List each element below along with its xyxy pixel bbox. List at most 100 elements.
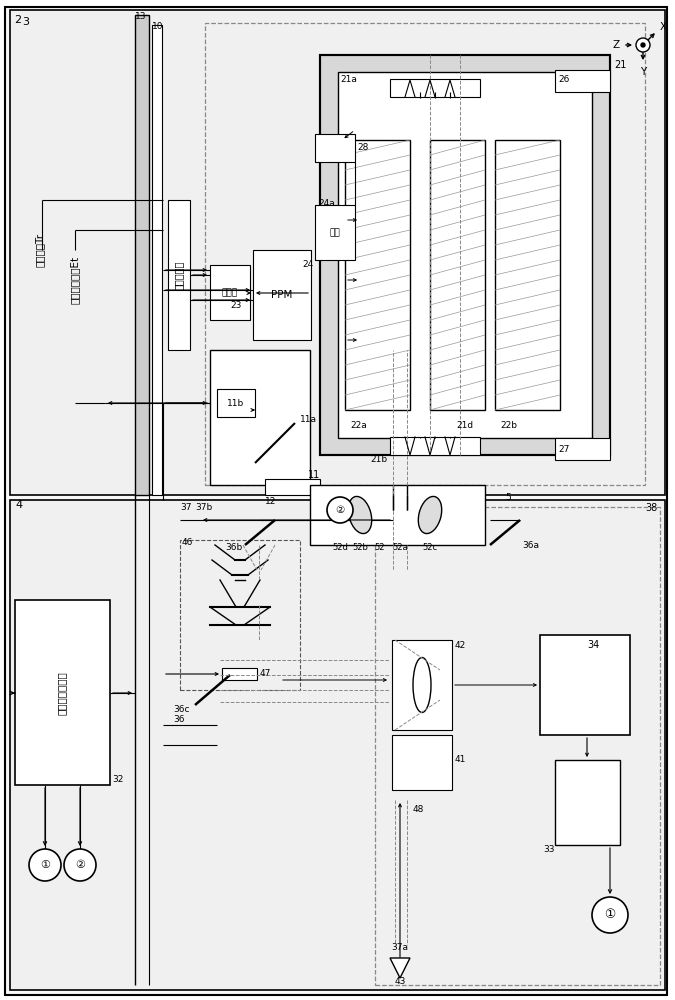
Text: 充电器: 充电器 [222,288,238,298]
Text: 22a: 22a [350,420,367,430]
Text: 33: 33 [543,845,555,854]
Bar [392,640,452,730]
Text: 2: 2 [14,15,21,25]
Bar [168,200,190,350]
Text: ①: ① [604,908,616,922]
Circle shape [29,849,61,881]
Text: PPM: PPM [271,290,293,300]
Text: 21: 21 [614,60,626,70]
Ellipse shape [418,496,441,534]
Text: 42: 42 [455,641,466,650]
Bar [555,70,610,92]
Text: 52d: 52d [332,544,348,552]
Text: 27: 27 [558,444,570,454]
Text: 発光触発Tr: 発光触発Tr [35,233,45,267]
Circle shape [327,497,353,523]
Bar [10,10,665,495]
Text: 21a: 21a [340,75,357,84]
Text: 37a: 37a [392,944,408,952]
Text: 37b: 37b [195,504,212,512]
Bar [222,668,257,680]
Text: 28: 28 [357,143,369,152]
Text: 52a: 52a [392,544,408,552]
Bar [315,205,355,260]
Bar [253,250,311,340]
Bar [495,140,560,410]
Bar [310,485,485,545]
Circle shape [636,38,650,52]
Circle shape [641,43,645,47]
Bar [390,79,480,97]
Bar [210,265,250,320]
Bar [345,140,410,410]
Text: 12: 12 [265,497,276,506]
Text: ①: ① [40,860,50,870]
Text: 52: 52 [375,544,385,552]
Text: 10: 10 [152,22,163,31]
Text: 22b: 22b [500,420,517,430]
Text: 38: 38 [646,503,658,513]
Text: 41: 41 [455,756,466,764]
Text: 11b: 11b [227,398,244,408]
Text: 5: 5 [505,493,511,502]
Text: 34: 34 [588,640,600,650]
Bar [555,760,620,845]
Text: 21b: 21b [370,456,387,464]
Text: 24a: 24a [318,198,335,208]
Text: 4: 4 [15,500,22,510]
Text: 11: 11 [308,470,320,480]
Ellipse shape [348,496,372,534]
Bar [180,540,300,690]
Text: 13: 13 [135,12,146,21]
Bar [217,389,255,417]
Bar [320,55,610,455]
Text: 32: 32 [112,776,124,784]
Text: 46: 46 [182,538,193,547]
Text: 开关: 开关 [329,229,340,237]
Text: ②: ② [75,860,85,870]
Bar [135,15,149,495]
Polygon shape [390,958,410,978]
Text: 37: 37 [180,504,192,512]
Text: 36: 36 [173,716,185,724]
Text: X: X [660,22,667,32]
Text: 11a: 11a [300,416,317,424]
Bar [540,635,630,735]
Text: Z: Z [613,40,620,50]
Text: 21d: 21d [456,420,474,430]
Text: 52b: 52b [352,544,368,552]
Bar [320,55,610,455]
Text: 52c: 52c [423,544,437,552]
Bar [338,72,592,438]
Text: 23: 23 [231,300,242,310]
Circle shape [592,897,628,933]
Bar [15,600,110,785]
Text: 36a: 36a [522,540,539,550]
Bar [205,23,645,485]
Bar [430,140,485,410]
Bar [152,25,162,495]
Text: 激光控制部: 激光控制部 [174,260,184,290]
Bar [210,350,310,485]
Text: 目标脉冲能量Et: 目标脉冲能量Et [70,256,80,304]
Text: 激光加工控制部: 激光加工控制部 [57,671,67,715]
Text: 24: 24 [303,260,314,269]
Bar [555,438,610,460]
Text: Y: Y [640,67,646,77]
Bar [265,479,320,495]
Text: 3: 3 [22,17,29,27]
Bar [392,735,452,790]
Bar [390,437,480,455]
Text: 48: 48 [413,806,425,814]
Text: 36c: 36c [173,706,190,714]
Text: ②: ② [335,505,345,515]
Bar [375,507,660,985]
Text: 43: 43 [394,978,406,986]
Circle shape [64,849,96,881]
Ellipse shape [413,658,431,712]
Text: 47: 47 [260,670,271,678]
Text: 26: 26 [558,76,570,85]
Bar [10,500,665,990]
Text: 36b: 36b [225,542,243,552]
Bar [315,134,355,162]
